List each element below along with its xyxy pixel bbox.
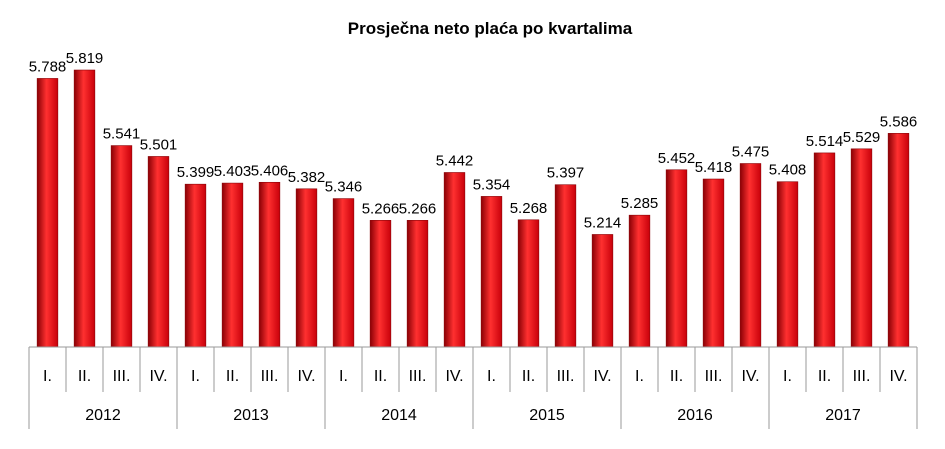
quarter-tick-label-10: III.: [409, 368, 427, 385]
value-label-6: 5.406: [251, 162, 289, 179]
bar-18: [702, 178, 725, 348]
quarter-tick-label-18: III.: [705, 368, 723, 385]
bar-3: [147, 156, 170, 348]
bars-group: [36, 69, 910, 348]
quarter-tick-label-7: IV.: [297, 368, 315, 385]
value-label-11: 5.442: [436, 152, 474, 169]
quarter-tick-label-22: III.: [853, 368, 871, 385]
year-tick-label-2017: 2017: [825, 407, 861, 424]
value-label-15: 5.214: [584, 214, 622, 231]
quarter-tick-label-0: I.: [43, 368, 52, 385]
bar-17: [665, 169, 688, 348]
quarter-tick-label-1: II.: [78, 368, 91, 385]
year-tick-label-2012: 2012: [85, 407, 121, 424]
value-label-14: 5.397: [547, 165, 585, 182]
quarter-tick-label-14: III.: [557, 368, 575, 385]
year-tick-label-2013: 2013: [233, 407, 269, 424]
value-label-1: 5.819: [66, 50, 104, 67]
quarter-tick-label-16: I.: [635, 368, 644, 385]
value-label-19: 5.475: [732, 144, 770, 161]
bar-22: [850, 148, 873, 348]
quarter-tick-label-23: IV.: [889, 368, 907, 385]
bar-15: [591, 234, 614, 348]
quarter-tick-label-5: II.: [226, 368, 239, 385]
year-tick-label-2016: 2016: [677, 407, 713, 424]
value-label-18: 5.418: [695, 159, 733, 176]
quarter-tick-label-3: IV.: [149, 368, 167, 385]
bar-11: [443, 172, 466, 348]
bar-19: [739, 163, 762, 348]
quarter-tick-label-2: III.: [113, 368, 131, 385]
quarter-tick-label-11: IV.: [445, 368, 463, 385]
quarter-tick-label-17: II.: [670, 368, 683, 385]
quarter-tick-label-19: IV.: [741, 368, 759, 385]
value-label-22: 5.529: [843, 129, 881, 146]
value-label-7: 5.382: [288, 169, 326, 186]
value-label-21: 5.514: [806, 133, 844, 150]
category-axis: I. II. III. IV. I. II. III. IV. I. II. III. IV. I. II…: [28, 346, 918, 429]
bar-16: [628, 214, 651, 348]
value-label-2: 5.541: [103, 126, 141, 143]
chart-title: Prosječna neto plaća po kvartalima: [348, 19, 633, 38]
value-label-20: 5.408: [769, 162, 807, 179]
bar-0: [36, 78, 59, 348]
quarter-tick-label-8: I.: [339, 368, 348, 385]
value-label-0: 5.788: [29, 58, 67, 75]
value-label-3: 5.501: [140, 136, 178, 153]
quarter-tick-label-13: II.: [522, 368, 535, 385]
value-label-10: 5.266: [399, 200, 437, 217]
bar-4: [184, 183, 207, 348]
value-label-4: 5.399: [177, 164, 215, 181]
bar-12: [480, 196, 503, 348]
bar-8: [332, 198, 355, 348]
bar-23: [887, 133, 910, 348]
bar-9: [369, 220, 392, 348]
value-label-12: 5.354: [473, 176, 511, 193]
value-label-17: 5.452: [658, 150, 696, 167]
year-tick-label-2014: 2014: [381, 407, 417, 424]
bar-7: [295, 188, 318, 348]
quarter-tick-label-6: III.: [261, 368, 279, 385]
quarter-tick-label-12: I.: [487, 368, 496, 385]
quarter-tick-label-20: I.: [783, 368, 792, 385]
quarter-tick-label-9: II.: [374, 368, 387, 385]
bar-21: [813, 152, 836, 348]
value-label-13: 5.268: [510, 200, 548, 217]
bar-13: [517, 219, 540, 348]
value-label-9: 5.266: [362, 200, 400, 217]
quarter-tick-label-21: II.: [818, 368, 831, 385]
quarter-tick-label-4: I.: [191, 368, 200, 385]
bar-1: [73, 69, 96, 348]
bar-20: [776, 181, 799, 348]
bar-6: [258, 181, 281, 348]
value-label-5: 5.403: [214, 163, 252, 180]
value-label-8: 5.346: [325, 179, 363, 196]
bar-10: [406, 220, 429, 348]
bar-14: [554, 184, 577, 348]
bar-5: [221, 182, 244, 348]
value-label-23: 5.586: [880, 113, 918, 130]
value-label-16: 5.285: [621, 195, 659, 212]
bar-2: [110, 145, 133, 348]
quarter-tick-label-15: IV.: [593, 368, 611, 385]
year-tick-label-2015: 2015: [529, 407, 565, 424]
